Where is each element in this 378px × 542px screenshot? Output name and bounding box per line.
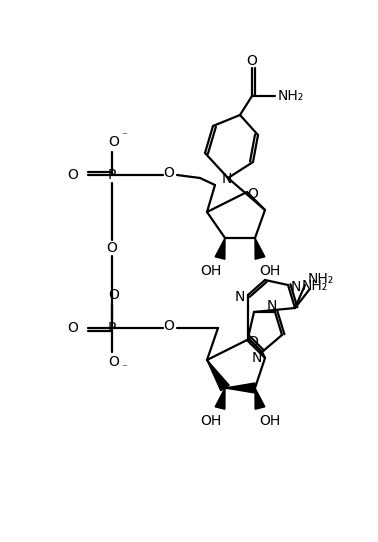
Polygon shape <box>215 238 225 259</box>
Text: N: N <box>222 172 232 186</box>
Text: OH: OH <box>259 264 280 278</box>
Text: ⁻: ⁻ <box>121 363 127 373</box>
Text: P: P <box>108 321 116 335</box>
Text: NH₂: NH₂ <box>308 272 334 286</box>
Text: O: O <box>108 135 119 149</box>
Text: NH₂: NH₂ <box>302 279 328 293</box>
Polygon shape <box>255 388 265 409</box>
Text: O: O <box>248 187 259 201</box>
Polygon shape <box>225 383 255 393</box>
Text: O: O <box>246 54 257 68</box>
Text: O: O <box>108 355 119 369</box>
Text: OH: OH <box>200 414 222 428</box>
Polygon shape <box>207 360 229 391</box>
Text: O: O <box>67 321 78 335</box>
Polygon shape <box>255 238 265 259</box>
Text: P: P <box>108 168 116 182</box>
Text: N: N <box>235 290 245 304</box>
Text: O: O <box>67 168 78 182</box>
Text: N: N <box>252 351 262 365</box>
Text: OH: OH <box>200 264 222 278</box>
Text: O: O <box>108 288 119 302</box>
Text: O: O <box>248 335 259 349</box>
Text: NH₂: NH₂ <box>278 89 304 103</box>
Text: N: N <box>267 299 277 313</box>
Text: ⁻: ⁻ <box>121 131 127 141</box>
Text: OH: OH <box>259 414 280 428</box>
Text: O: O <box>107 241 118 255</box>
Text: N: N <box>291 280 301 294</box>
Text: O: O <box>164 319 174 333</box>
Polygon shape <box>215 388 225 409</box>
Text: O: O <box>164 166 174 180</box>
